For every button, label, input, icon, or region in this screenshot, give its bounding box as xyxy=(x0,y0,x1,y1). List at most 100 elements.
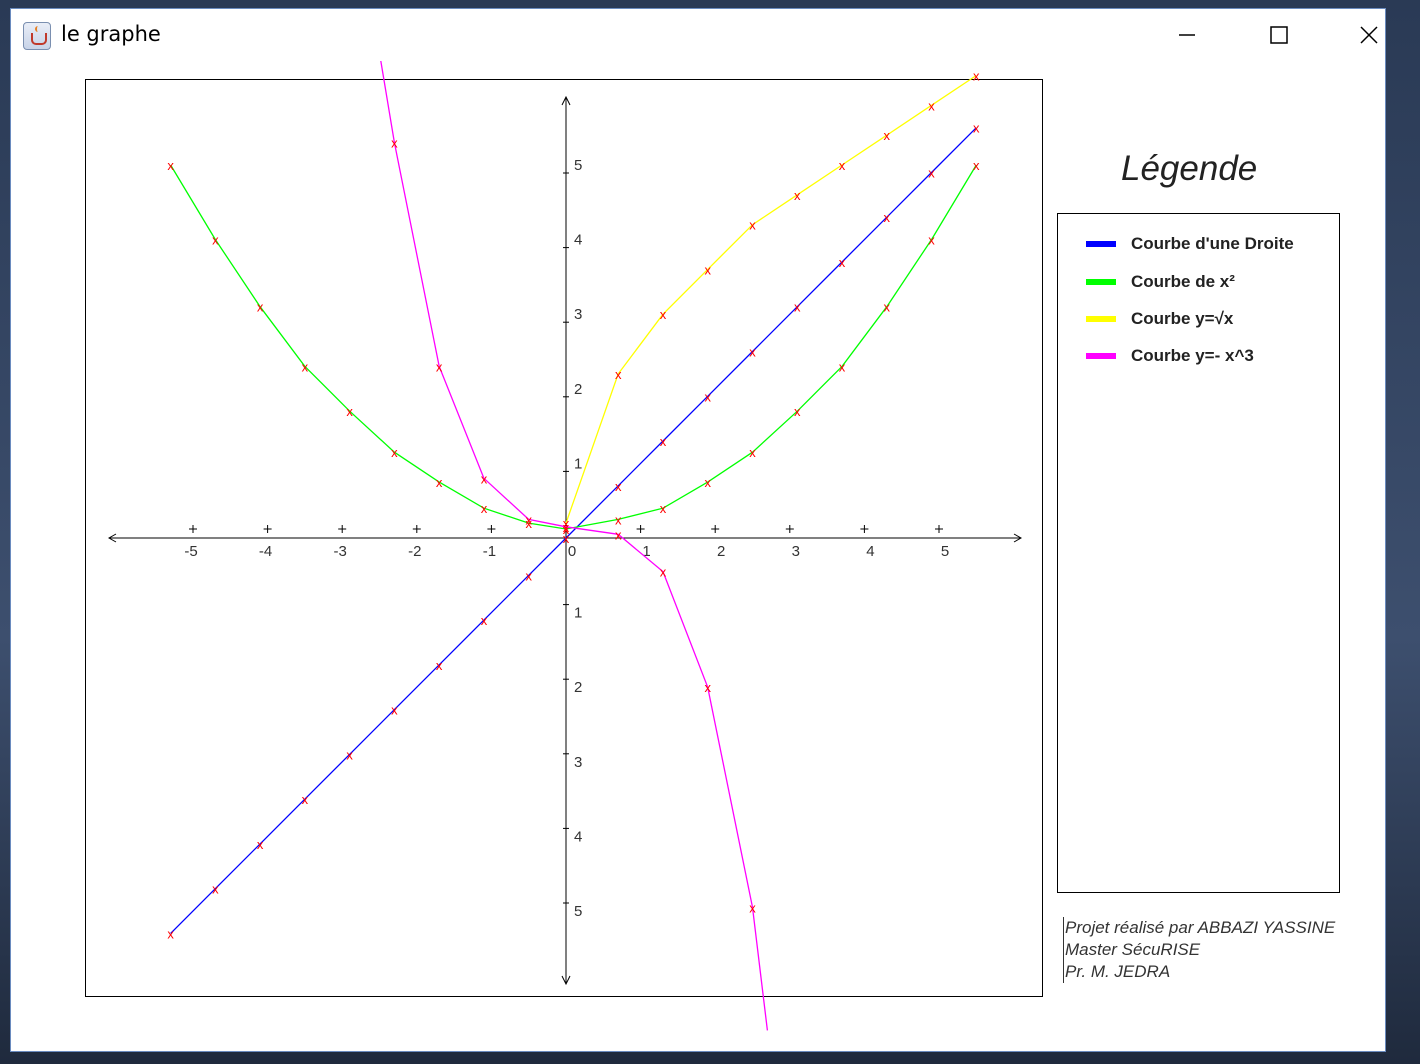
x-tick-label: 4 xyxy=(866,543,874,560)
data-point-marker: x xyxy=(973,121,980,136)
y-tick-label: 1 xyxy=(574,455,582,472)
data-point-marker: x xyxy=(615,527,622,542)
data-point-marker: x xyxy=(481,501,488,516)
x-axis-arrow-left xyxy=(107,533,117,543)
data-point-marker: x xyxy=(615,367,622,382)
y-tick-label: 5 xyxy=(574,157,582,174)
data-point-marker: x xyxy=(167,926,174,941)
data-point-marker: x xyxy=(839,158,846,173)
data-point-marker: x xyxy=(660,565,667,580)
y-tick-label: 5 xyxy=(574,903,582,920)
data-point-marker: x xyxy=(615,512,622,527)
data-point-marker: x xyxy=(928,233,935,248)
plot-area-frame xyxy=(85,79,1043,997)
data-point-marker: x xyxy=(212,233,219,248)
data-point-marker: x xyxy=(563,522,570,537)
x-tick-label: -5 xyxy=(184,543,197,560)
data-point-marker: x xyxy=(749,900,756,915)
legend-item-sqrt: Courbe y=√x xyxy=(1086,307,1233,331)
data-point-marker: x xyxy=(973,158,980,173)
app-window: le graphe -5 -4 -3 -2 -1 0 1 2 3 4 5 1 2 3 4 5 1 2 3 4 5 x x x x… xyxy=(10,8,1386,1052)
close-button[interactable] xyxy=(1323,9,1385,61)
x-axis-arrow-right xyxy=(1013,533,1023,543)
y-tick-label: 2 xyxy=(574,381,582,398)
maximize-icon xyxy=(1270,26,1288,44)
data-point-marker: x xyxy=(749,445,756,460)
credits-text: Projet réalisé par ABBAZI YASSINE Master… xyxy=(1063,917,1335,983)
credits-line-professor: Pr. M. JEDRA xyxy=(1065,962,1171,981)
legend-item-droite: Courbe d'une Droite xyxy=(1086,232,1294,256)
credits-line-author: Projet réalisé par ABBAZI YASSINE xyxy=(1065,918,1336,937)
data-point-marker: x xyxy=(436,475,443,490)
data-point-marker: x xyxy=(749,218,756,233)
data-point-marker: x xyxy=(884,300,891,315)
series-line-1 xyxy=(170,164,977,530)
data-point-marker: x xyxy=(212,882,219,897)
data-point-marker: x xyxy=(839,359,846,374)
y-axis-arrow-up xyxy=(561,95,571,106)
data-point-marker: x xyxy=(525,568,532,583)
window-title: le graphe xyxy=(61,22,161,46)
data-point-marker: x xyxy=(481,613,488,628)
legend-label: Courbe y=√x xyxy=(1131,309,1234,328)
series-line-0 xyxy=(170,127,977,934)
data-point-marker: x xyxy=(660,501,667,516)
x-tick-label: 3 xyxy=(792,543,800,560)
java-app-icon[interactable] xyxy=(23,22,51,50)
x-tick-label: -1 xyxy=(483,543,496,560)
data-point-marker: x xyxy=(615,479,622,494)
legend-box: Courbe d'une Droite Courbe de x² Courbe … xyxy=(1057,213,1340,893)
data-point-marker: x xyxy=(973,68,980,83)
x-tick-label: -3 xyxy=(334,543,347,560)
data-point-marker: x xyxy=(525,516,532,531)
series-line-2 xyxy=(565,74,977,524)
x-tick-label: 1 xyxy=(642,543,650,560)
data-point-marker: x xyxy=(346,404,353,419)
y-tick-label: 4 xyxy=(574,828,582,845)
data-point-marker: x xyxy=(704,475,711,490)
x-tick-label: 0 xyxy=(568,543,576,560)
x-tick-label: 2 xyxy=(717,543,725,560)
legend-item-x2: Courbe de x² xyxy=(1086,270,1235,294)
data-point-marker: x xyxy=(884,128,891,143)
data-point-marker: x xyxy=(928,98,935,113)
x-tick-label: -2 xyxy=(408,543,421,560)
series-line-3 xyxy=(380,61,769,1031)
x-tick-label: -4 xyxy=(259,543,272,560)
minimize-button[interactable] xyxy=(1141,9,1233,61)
data-point-marker: x xyxy=(563,520,570,535)
legend-label: Courbe y=- x^3 xyxy=(1131,346,1254,365)
data-point-marker: x xyxy=(749,345,756,360)
data-point-marker: x xyxy=(704,680,711,695)
data-point-marker: x xyxy=(302,792,309,807)
data-point-marker: x xyxy=(794,404,801,419)
data-point-marker: x xyxy=(660,434,667,449)
maximize-button[interactable] xyxy=(1233,9,1325,61)
legend-item-cube: Courbe y=- x^3 xyxy=(1086,344,1254,368)
data-point-marker: x xyxy=(391,445,398,460)
data-point-marker: x xyxy=(563,516,570,531)
y-axis-arrow-down xyxy=(561,975,571,986)
x-tick-label: 5 xyxy=(941,543,949,560)
data-point-marker: x xyxy=(302,359,309,374)
data-point-marker: x xyxy=(660,307,667,322)
legend-swatch-blue xyxy=(1086,241,1116,247)
close-icon xyxy=(1360,26,1378,44)
data-point-marker: x xyxy=(436,658,443,673)
title-bar[interactable]: le graphe xyxy=(11,9,1385,61)
data-point-marker: x xyxy=(167,158,174,173)
legend-label: Courbe de x² xyxy=(1131,272,1235,291)
data-point-marker: x xyxy=(839,255,846,270)
data-point-marker: x xyxy=(794,300,801,315)
y-tick-label: 2 xyxy=(574,679,582,696)
legend-title: Légende xyxy=(1121,149,1258,188)
data-point-marker: x xyxy=(436,359,443,374)
chart-plot: -5 -4 -3 -2 -1 0 1 2 3 4 51234512345xxxxxxxxxxxxxx… xyxy=(107,61,1023,1031)
data-point-marker: x xyxy=(346,747,353,762)
data-point-marker: x xyxy=(481,471,488,486)
legend-label: Courbe d'une Droite xyxy=(1131,234,1294,253)
data-point-marker: x xyxy=(704,262,711,277)
minimize-icon xyxy=(1179,34,1195,36)
data-point-marker: x xyxy=(257,300,264,315)
legend-swatch-yellow xyxy=(1086,316,1116,322)
